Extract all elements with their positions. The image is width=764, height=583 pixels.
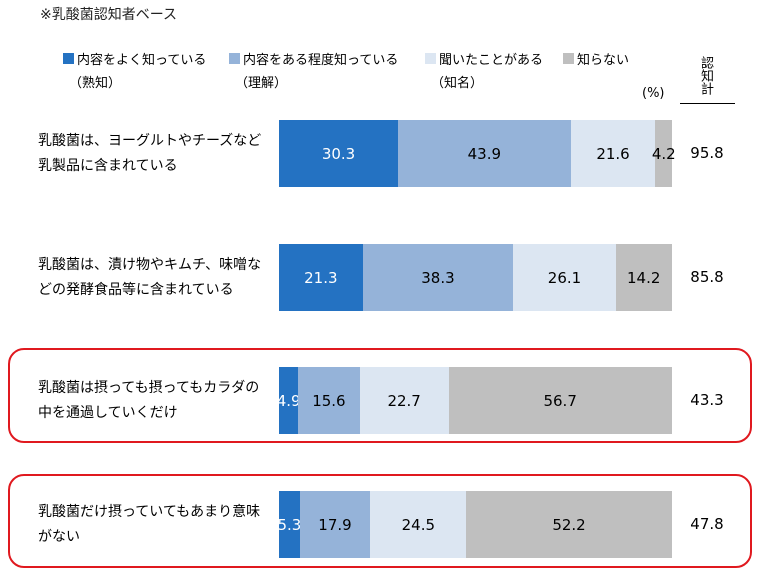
totals-underline <box>680 103 735 104</box>
value-label: 52.2 <box>552 515 586 534</box>
value-label: 26.1 <box>547 268 582 287</box>
totals-label: 認知計 <box>698 56 713 95</box>
highlight-box <box>8 474 752 568</box>
value-label: 38.3 <box>421 268 455 287</box>
bar-segment: 5.3 <box>277 491 302 558</box>
legend-label: 内容をよく知っている <box>77 53 207 68</box>
bar-segment: 52.2 <box>466 491 672 558</box>
bar-segment: 22.7 <box>359 367 449 434</box>
bar-segment: 15.6 <box>298 367 360 434</box>
value-label: 17.9 <box>318 515 352 534</box>
legend-swatch <box>563 53 574 64</box>
bar-segment: 21.3 <box>279 244 363 311</box>
bar-segment: 56.7 <box>448 367 672 434</box>
category-label: 乳酸菌は摂っても摂ってもカラダの中を通過していくだけ <box>38 379 260 421</box>
legend-swatch <box>425 53 436 64</box>
bar-segment: 21.6 <box>570 120 656 187</box>
bar-segment: 43.9 <box>398 120 571 187</box>
category-label: 乳酸菌は、漬け物やキムチ、味噌などの発酵食品等に含まれている <box>38 256 262 298</box>
value-label: 43.9 <box>467 144 502 163</box>
legend-label: 知らない <box>577 53 630 68</box>
total-value: 85.8 <box>690 267 724 286</box>
bar-segment: 24.5 <box>370 491 467 558</box>
bar-segment: 26.1 <box>513 244 616 311</box>
bar-segment: 4.9 <box>276 367 301 434</box>
bar-segment: 30.3 <box>279 120 399 187</box>
value-label: 4.2 <box>651 144 676 163</box>
value-label: 21.3 <box>304 268 338 287</box>
bar-segment: 14.2 <box>615 244 672 311</box>
total-value: 43.3 <box>690 390 724 409</box>
category-label: 乳酸菌は、ヨーグルトやチーズなど乳製品に含まれている <box>38 132 262 174</box>
value-label: 21.6 <box>596 144 630 163</box>
value-label: 22.7 <box>387 391 421 410</box>
value-label: 56.7 <box>543 391 577 410</box>
legend-swatch <box>229 53 240 64</box>
bar-segment: 17.9 <box>299 491 371 558</box>
total-value: 47.8 <box>690 514 724 533</box>
legend-swatch <box>63 53 74 64</box>
note: ※乳酸菌認知者ベース <box>40 7 178 23</box>
legend-sublabel: （熟知） <box>69 76 122 91</box>
category-label: 乳酸菌だけ摂っていてもあまり意味がない <box>38 503 261 545</box>
legend-sublabel: （理解） <box>235 76 288 91</box>
highlight-box <box>8 348 752 443</box>
legend-label: 内容をある程度知っている <box>243 53 399 68</box>
bar-segment: 4.2 <box>652 120 676 187</box>
legend-sublabel: （知名） <box>431 76 484 91</box>
unit-label: (%) <box>642 86 665 101</box>
total-value: 95.8 <box>690 143 724 162</box>
value-label: 14.2 <box>626 268 661 287</box>
value-label: 15.6 <box>312 391 346 410</box>
legend-label: 聞いたことがある <box>439 53 544 68</box>
value-label: 30.3 <box>321 144 356 163</box>
value-label: 4.9 <box>276 391 301 410</box>
bar-segment: 38.3 <box>362 244 514 311</box>
value-label: 5.3 <box>277 515 302 534</box>
value-label: 24.5 <box>401 515 436 534</box>
